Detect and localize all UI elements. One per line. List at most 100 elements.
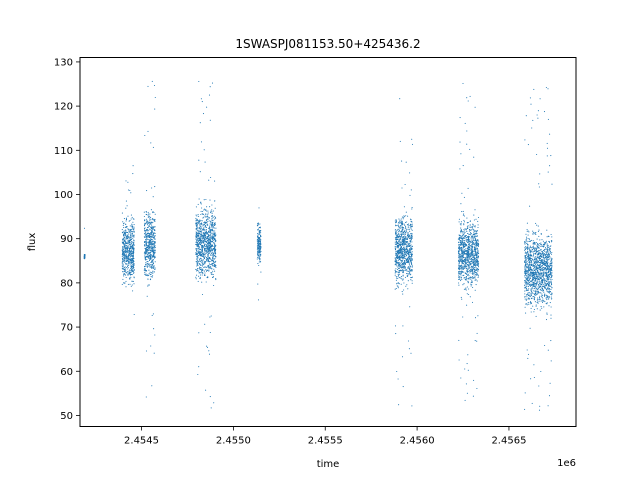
data-point (210, 254, 212, 256)
data-point (405, 225, 407, 227)
data-point (466, 268, 468, 270)
data-point (206, 215, 208, 217)
data-point (398, 243, 400, 245)
data-point (405, 241, 407, 243)
data-point (257, 243, 259, 245)
data-point (403, 260, 405, 262)
data-point (148, 269, 150, 271)
data-point (462, 261, 464, 263)
data-point (466, 286, 468, 288)
data-point (196, 242, 198, 244)
data-point (200, 255, 202, 257)
data-point (411, 251, 413, 253)
data-point (477, 276, 479, 279)
data-point (122, 252, 124, 254)
data-point (409, 270, 411, 272)
data-point (533, 88, 535, 90)
data-point (405, 238, 407, 240)
data-point (536, 265, 538, 267)
data-point (543, 268, 545, 270)
data-point (211, 244, 213, 246)
data-point (458, 263, 460, 265)
data-point (402, 386, 404, 388)
data-point (475, 252, 477, 254)
data-point (122, 242, 124, 244)
data-point (129, 189, 131, 191)
data-point (195, 252, 197, 254)
data-point (402, 226, 405, 229)
data-point (125, 250, 127, 253)
data-point (130, 238, 132, 240)
data-point (130, 245, 132, 247)
data-point (195, 260, 197, 262)
data-point (196, 265, 198, 267)
data-point (148, 251, 150, 254)
data-point (131, 227, 133, 229)
data-point (409, 237, 411, 239)
data-point (546, 248, 548, 250)
data-point (213, 243, 216, 245)
data-point (123, 222, 125, 224)
data-point (204, 256, 206, 258)
data-point (123, 268, 126, 270)
data-point (537, 230, 539, 232)
data-point (463, 223, 465, 225)
data-point (468, 238, 470, 240)
data-point (459, 117, 461, 119)
data-point (212, 249, 214, 251)
data-point (463, 196, 465, 198)
data-point (407, 270, 409, 272)
data-point (124, 240, 126, 242)
data-point (470, 233, 472, 235)
data-point (147, 254, 149, 256)
data-point (211, 209, 213, 211)
data-point (205, 257, 208, 259)
data-point (197, 256, 199, 258)
data-point (127, 240, 129, 242)
data-point (201, 242, 203, 244)
data-point (211, 250, 213, 252)
data-point (473, 256, 475, 258)
data-point (202, 217, 204, 219)
data-point (148, 274, 150, 276)
data-point (461, 243, 463, 245)
data-point (400, 234, 402, 236)
data-point (462, 268, 465, 270)
data-point (463, 215, 466, 217)
data-point (150, 250, 152, 252)
data-point (395, 247, 397, 249)
data-point (213, 232, 215, 234)
data-point (199, 251, 201, 253)
data-point (198, 260, 200, 262)
data-point (148, 284, 150, 286)
data-point (468, 237, 470, 239)
data-point (539, 405, 541, 407)
data-point (130, 250, 132, 252)
data-point (469, 248, 471, 250)
data-point (152, 228, 154, 230)
data-point (151, 239, 153, 241)
data-point (410, 270, 412, 272)
data-point (203, 240, 205, 242)
data-point (475, 264, 477, 266)
data-point (459, 273, 461, 275)
data-point (477, 255, 479, 257)
data-point (145, 270, 148, 272)
data-point (395, 271, 397, 273)
data-point (397, 277, 399, 280)
data-point (122, 221, 124, 223)
data-point (203, 270, 205, 272)
data-point (125, 251, 127, 253)
data-point (211, 244, 214, 247)
data-point (405, 227, 407, 230)
data-point (472, 234, 474, 236)
data-point (150, 142, 152, 144)
data-point (208, 353, 211, 355)
data-point (547, 88, 549, 90)
data-point (131, 234, 133, 236)
data-point (538, 244, 540, 246)
data-point (397, 268, 399, 271)
data-point (128, 270, 130, 272)
data-point (465, 289, 467, 291)
data-point (411, 246, 413, 248)
